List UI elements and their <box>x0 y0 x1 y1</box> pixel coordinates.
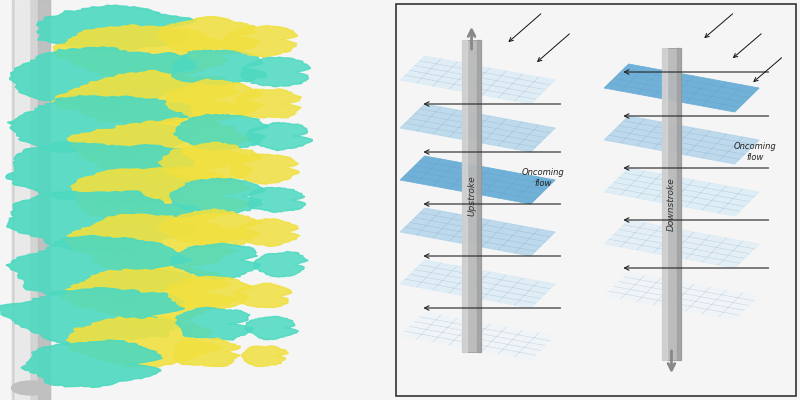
Polygon shape <box>662 48 666 360</box>
Polygon shape <box>158 209 262 246</box>
Polygon shape <box>604 220 759 268</box>
Polygon shape <box>166 276 253 308</box>
Polygon shape <box>400 208 555 256</box>
Polygon shape <box>678 48 682 360</box>
Polygon shape <box>235 219 300 246</box>
Polygon shape <box>21 340 162 387</box>
Polygon shape <box>400 156 555 204</box>
Polygon shape <box>248 187 306 212</box>
Polygon shape <box>53 25 229 83</box>
Polygon shape <box>6 236 193 299</box>
Polygon shape <box>240 57 310 87</box>
Polygon shape <box>604 116 759 164</box>
Polygon shape <box>604 272 759 320</box>
Polygon shape <box>159 142 262 182</box>
Polygon shape <box>400 56 555 104</box>
Polygon shape <box>242 346 288 366</box>
Ellipse shape <box>11 381 50 395</box>
Polygon shape <box>11 0 50 400</box>
Polygon shape <box>234 89 302 118</box>
Polygon shape <box>236 283 292 308</box>
Polygon shape <box>37 5 197 52</box>
Polygon shape <box>400 260 555 308</box>
Polygon shape <box>38 0 50 400</box>
Text: Oncoming
flow: Oncoming flow <box>522 168 564 188</box>
Polygon shape <box>254 252 308 277</box>
Text: Upstroke: Upstroke <box>467 176 476 216</box>
Polygon shape <box>662 48 682 360</box>
Polygon shape <box>462 40 466 352</box>
Polygon shape <box>65 214 244 276</box>
Polygon shape <box>62 268 238 321</box>
Text: Downstroke: Downstroke <box>667 177 676 231</box>
Polygon shape <box>176 308 254 340</box>
Polygon shape <box>400 104 555 152</box>
Polygon shape <box>170 243 261 279</box>
Polygon shape <box>400 312 555 360</box>
Polygon shape <box>229 154 299 184</box>
Polygon shape <box>7 96 196 153</box>
Polygon shape <box>247 122 313 150</box>
Polygon shape <box>0 288 185 345</box>
Polygon shape <box>15 0 29 400</box>
Polygon shape <box>166 79 264 120</box>
Polygon shape <box>66 316 221 367</box>
Polygon shape <box>71 166 252 224</box>
Polygon shape <box>604 168 759 216</box>
Polygon shape <box>52 70 242 126</box>
Polygon shape <box>157 16 260 54</box>
Polygon shape <box>462 40 482 352</box>
Polygon shape <box>174 114 268 150</box>
Text: Oncoming
flow: Oncoming flow <box>734 142 777 162</box>
Polygon shape <box>6 191 204 251</box>
Polygon shape <box>174 338 241 366</box>
Polygon shape <box>222 26 298 57</box>
Polygon shape <box>245 316 298 340</box>
Polygon shape <box>172 50 266 85</box>
Polygon shape <box>10 47 198 106</box>
Polygon shape <box>170 178 265 213</box>
Polygon shape <box>68 118 250 177</box>
Polygon shape <box>604 64 759 112</box>
Polygon shape <box>478 40 482 352</box>
Polygon shape <box>6 141 195 203</box>
